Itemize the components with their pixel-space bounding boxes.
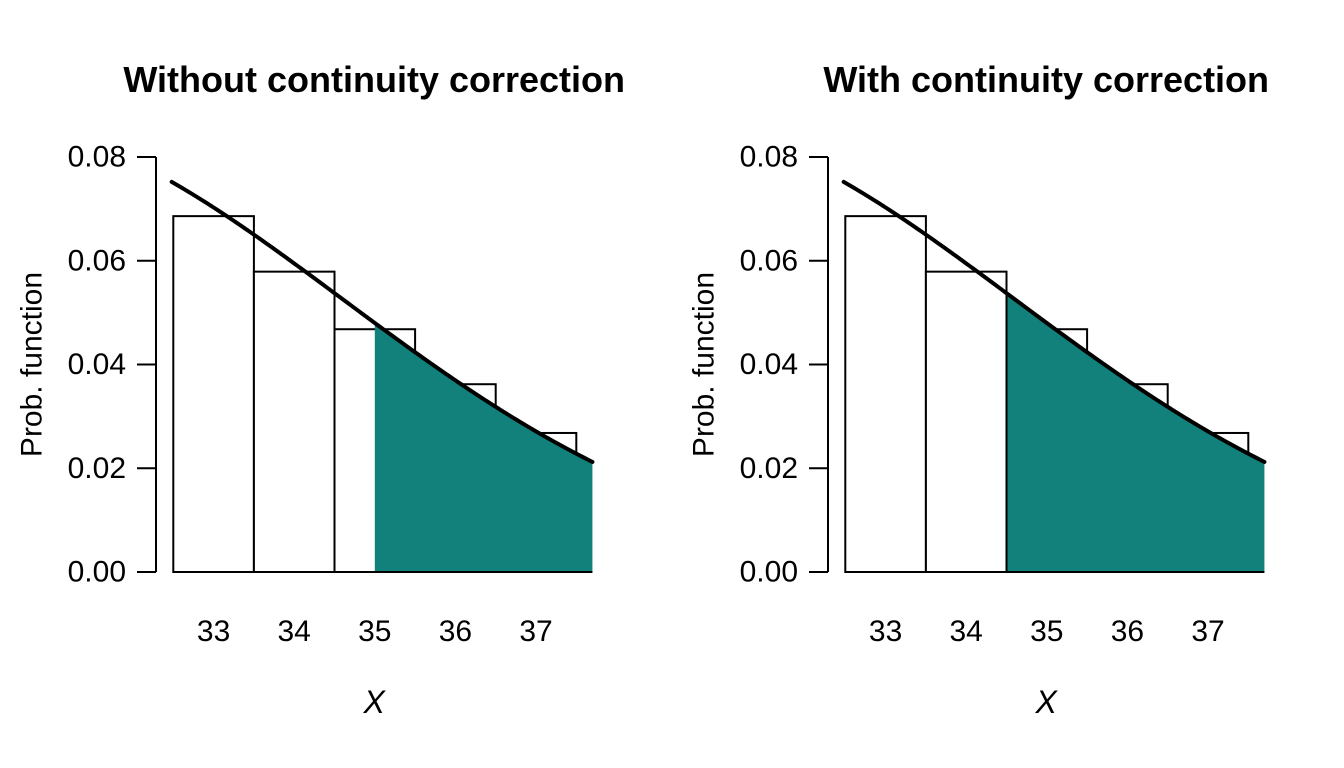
y-tick-label: 0.08	[68, 141, 126, 174]
bar-x33	[172, 215, 255, 573]
y-tick-label: 0.06	[68, 244, 126, 277]
x-tick-label: 34	[278, 615, 311, 648]
y-axis-label: Prob. function	[688, 272, 721, 457]
x-axis-label: X	[363, 684, 387, 720]
x-tick-label: 36	[439, 615, 472, 648]
chart-plot: 0.00 0.02 0.04 0.06 0.08 33 34 35 36 37 With conti…	[688, 59, 1270, 720]
shaded-tail-area	[374, 322, 593, 572]
shaded-tail-area	[1006, 293, 1265, 572]
normal-curve	[169, 179, 595, 464]
chart-plot: 0.00 0.02 0.04 0.06 0.08 33 34 35 36 37 Without co…	[16, 59, 626, 720]
x-axis: 33 34 35 36 37	[197, 615, 553, 648]
y-tick-label: 0.08	[740, 141, 798, 174]
chart-title: With continuity correction	[823, 59, 1269, 100]
x-axis-label: X	[1035, 684, 1059, 720]
x-tick-label: 33	[869, 615, 902, 648]
x-axis: 33 34 35 36 37	[869, 615, 1225, 648]
y-tick-label: 0.04	[740, 348, 798, 381]
y-tick-label: 0.04	[68, 348, 126, 381]
bar-x34	[252, 270, 336, 573]
bar-x34	[924, 270, 1008, 573]
x-tick-label: 37	[1191, 615, 1224, 648]
y-axis-label: Prob. function	[16, 272, 49, 457]
panel-without-correction: 0.00 0.02 0.04 0.06 0.08 33 34 35 36 37 Without co…	[16, 59, 626, 720]
x-tick-label: 35	[358, 615, 391, 648]
y-tick-label: 0.02	[740, 452, 798, 485]
x-tick-label: 35	[1030, 615, 1063, 648]
y-tick-label: 0.00	[68, 556, 126, 589]
y-tick-label: 0.02	[68, 452, 126, 485]
chart-title: Without continuity correction	[123, 59, 625, 100]
x-tick-label: 36	[1111, 615, 1144, 648]
y-axis: 0.00 0.02 0.04 0.06 0.08	[68, 141, 157, 589]
y-tick-label: 0.00	[740, 556, 798, 589]
panel-with-correction: 0.00 0.02 0.04 0.06 0.08 33 34 35 36 37 With conti…	[672, 0, 1344, 768]
x-tick-label: 34	[950, 615, 983, 648]
y-axis: 0.00 0.02 0.04 0.06 0.08	[740, 141, 829, 589]
y-tick-label: 0.06	[740, 244, 798, 277]
x-tick-label: 33	[197, 615, 230, 648]
bar-x33	[844, 215, 927, 573]
x-tick-label: 37	[519, 615, 552, 648]
normal-curve	[841, 179, 1267, 464]
